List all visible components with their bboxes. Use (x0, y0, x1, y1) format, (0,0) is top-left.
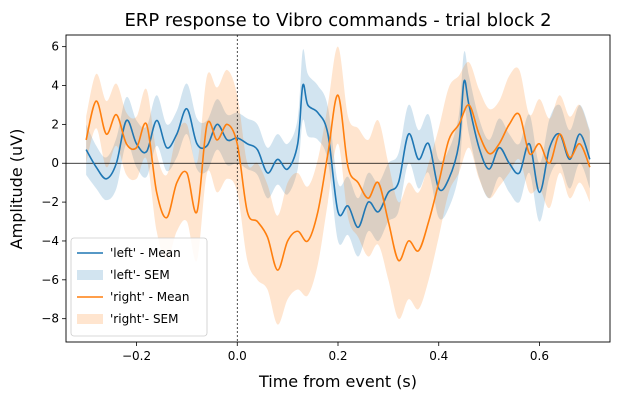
legend-swatch-band (77, 314, 103, 324)
y-tick-label: −6 (41, 273, 59, 287)
x-tick-label: 0.2 (328, 349, 347, 363)
y-tick-label: −2 (41, 195, 59, 209)
mean-lines (85, 79, 591, 271)
x-tick-label: 0.6 (530, 349, 549, 363)
mean-line-right (85, 94, 591, 271)
legend-label: 'right'- SEM (110, 312, 179, 326)
y-tick-label: 2 (51, 117, 59, 131)
y-axis-label: Amplitude (uV) (7, 129, 26, 250)
x-tick-label: 0.0 (228, 349, 247, 363)
legend-swatch-band (77, 270, 103, 280)
reference-lines (66, 35, 610, 342)
sem-bands (86, 46, 590, 325)
legend-label: 'left'- SEM (110, 268, 170, 282)
mean-line-left (85, 79, 591, 229)
y-tick-label: 6 (51, 40, 59, 54)
sem-band-left (86, 49, 590, 257)
y-tick-label: −8 (41, 312, 59, 326)
x-tick-label: 0.4 (429, 349, 448, 363)
legend-label: 'right' - Mean (110, 290, 189, 304)
sem-band-right (86, 46, 590, 325)
y-tick-label: 0 (51, 156, 59, 170)
x-axis-ticks: −0.2 0.0 0.2 0.4 0.6 (122, 342, 549, 363)
legend-label: 'left' - Mean (110, 246, 181, 260)
legend-box (70, 237, 208, 337)
x-axis-label: Time from event (s) (258, 372, 417, 391)
x-tick-label: −0.2 (122, 349, 151, 363)
y-tick-label: −4 (41, 234, 59, 248)
chart-title: ERP response to Vibro commands - trial b… (124, 10, 551, 31)
legend: 'left' - Mean 'left'- SEM 'right' - Mean 'r… (70, 237, 208, 337)
y-axis-ticks: −8 −6 −4 −2 0 2 4 6 (41, 40, 66, 326)
y-tick-label: 4 (51, 79, 59, 93)
